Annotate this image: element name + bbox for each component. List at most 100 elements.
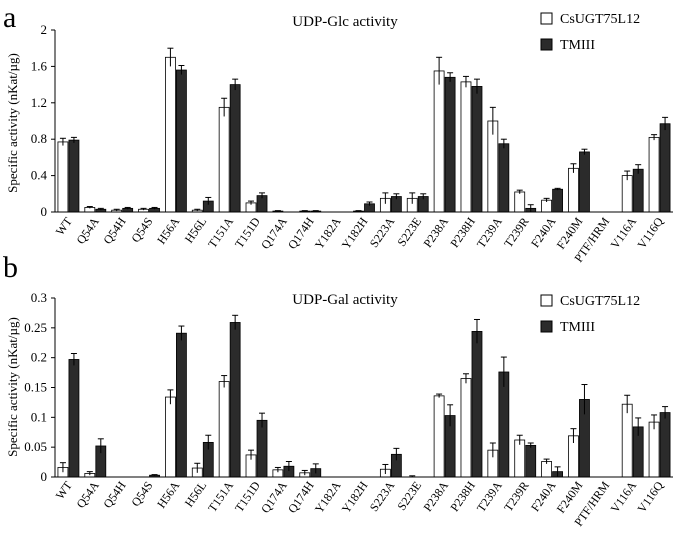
x-tick-label-b-16: T239A bbox=[474, 478, 505, 514]
bar-a-tmiii-t151a bbox=[229, 84, 241, 213]
legend-swatch-tmiii-a bbox=[540, 38, 553, 51]
chart-title-b: UDP-Gal activity bbox=[292, 292, 398, 308]
x-tick-label-a-8: Q174A bbox=[258, 214, 290, 251]
x-tick-label-a-17: T239R bbox=[501, 215, 532, 250]
y-ticks-b: 0 0.05 0.1 0.15 0.2 0.25 0.3 bbox=[24, 290, 55, 484]
bar-a-csugt-v116a bbox=[621, 175, 633, 213]
bar-a-tmiii-f240a bbox=[552, 188, 563, 213]
x-tick-label-a-0: WT bbox=[53, 214, 76, 238]
bar-a-tmiii-h56a bbox=[176, 69, 187, 213]
bar-b-csugt-p238a bbox=[433, 395, 445, 478]
x-tick-label-b-7: T151D bbox=[232, 478, 263, 514]
x-tick-label-a-10: Y182A bbox=[312, 214, 344, 251]
panel-b: b UDP-Gal activity Specific activity (nK… bbox=[3, 251, 673, 529]
bar-a-tmiii-v116q bbox=[659, 123, 671, 213]
x-tick-label-b-22: V116Q bbox=[635, 478, 667, 515]
x-tick-label-b-13: S223E bbox=[394, 479, 424, 513]
x-tick-label-a-11: Y182H bbox=[339, 214, 371, 251]
bar-b-tmiii-t151d bbox=[256, 419, 268, 478]
bar-a-csugt-f240m bbox=[568, 167, 579, 213]
chart-title-a: UDP-Glc activity bbox=[292, 14, 398, 30]
x-tick-label-b-3: Q54S bbox=[128, 479, 155, 509]
panel-label-b: b bbox=[3, 251, 18, 284]
legend-swatch-csugt-a bbox=[540, 12, 553, 25]
panel-a: a UDP-Glc activity Specific activity (nK… bbox=[3, 1, 673, 265]
x-tick-label-a-2: Q54H bbox=[100, 214, 128, 246]
x-tick-label-b-6: T151A bbox=[205, 478, 236, 514]
bar-a-tmiii-p238a bbox=[444, 76, 456, 213]
y-tick-label-a-5: 2 bbox=[41, 22, 48, 37]
bar-a-tmiii-f240m bbox=[579, 151, 590, 213]
bar-b-tmiii-p238h bbox=[471, 331, 483, 478]
x-tick-label-b-15: P238H bbox=[447, 478, 478, 514]
y-tick-label-b-3: 0.15 bbox=[24, 380, 47, 395]
y-ticks-a: 0 0.4 0.8 1.2 1.6 2 bbox=[31, 22, 55, 219]
y-tick-label-b-6: 0.3 bbox=[31, 290, 47, 305]
x-tick-label-b-8: Q174A bbox=[258, 478, 290, 515]
panel-label-a: a bbox=[3, 1, 16, 34]
bar-a-csugt-t151a bbox=[218, 106, 230, 213]
legend-b: CsUGT75L12 TMIII bbox=[540, 294, 640, 335]
x-tick-label-a-1: Q54A bbox=[73, 214, 101, 246]
x-tick-label-a-15: P238H bbox=[447, 214, 478, 250]
bar-b-tmiii-t239a bbox=[498, 371, 510, 478]
x-tick-label-b-10: Y182A bbox=[312, 478, 344, 515]
bar-b-tmiii-wt bbox=[68, 359, 80, 478]
bar-a-csugt-wt bbox=[57, 141, 69, 213]
x-tick-label-a-9: Q174H bbox=[285, 214, 317, 251]
bar-a-csugt-p238h bbox=[460, 81, 472, 213]
bar-b-csugt-p238h bbox=[460, 378, 472, 478]
bar-b-csugt-t239r bbox=[514, 439, 526, 478]
legend-a: CsUGT75L12 TMIII bbox=[540, 12, 640, 53]
x-tick-label-a-22: V116Q bbox=[635, 214, 667, 251]
bar-a-tmiii-wt bbox=[68, 139, 80, 213]
bar-b-tmiii-t151a bbox=[229, 322, 241, 478]
x-tick-label-b-17: T239R bbox=[501, 479, 532, 514]
x-tick-label-a-21: V116A bbox=[608, 214, 640, 251]
x-tick-label-b-9: Q174H bbox=[285, 478, 317, 515]
bar-b-csugt-t151a bbox=[218, 381, 230, 478]
x-tick-label-b-1: Q54A bbox=[73, 478, 101, 510]
legend-swatch-tmiii-b bbox=[540, 320, 553, 333]
x-tick-label-a-13: S223E bbox=[394, 215, 424, 249]
x-tick-label-a-6: T151A bbox=[205, 214, 236, 250]
y-tick-label-b-2: 0.1 bbox=[31, 409, 47, 424]
x-tick-label-b-21: V116A bbox=[608, 478, 640, 515]
x-tick-label-a-12: S223A bbox=[367, 214, 398, 250]
bars-b bbox=[57, 314, 671, 478]
legend-label-tmiii-a: TMIII bbox=[560, 38, 595, 53]
legend-label-tmiii-b: TMIII bbox=[560, 320, 595, 335]
y-axis-label-a: Specific activity (nKat/µg) bbox=[5, 53, 20, 193]
y-tick-label-a-1: 0.4 bbox=[31, 168, 48, 183]
x-tick-label-b-14: P238A bbox=[420, 478, 451, 514]
x-tick-label-b-12: S223A bbox=[367, 478, 398, 514]
bar-a-csugt-p238a bbox=[433, 70, 445, 213]
x-tick-label-a-16: T239A bbox=[474, 214, 505, 250]
x-tick-label-b-11: Y182H bbox=[339, 478, 371, 515]
x-tick-label-b-2: Q54H bbox=[100, 478, 128, 510]
x-tick-label-b-4: H56A bbox=[154, 478, 182, 510]
x-tick-label-a-3: Q54S bbox=[128, 215, 155, 245]
bar-b-csugt-v116a bbox=[621, 403, 633, 478]
bar-a-csugt-t239r bbox=[514, 191, 526, 213]
bars-a bbox=[57, 47, 671, 213]
x-tick-label-a-14: P238A bbox=[420, 214, 451, 250]
bar-a-tmiii-t239a bbox=[498, 143, 510, 213]
y-tick-label-b-5: 0.25 bbox=[24, 320, 47, 335]
bar-b-tmiii-h56a bbox=[176, 332, 187, 478]
legend-label-csugt-a: CsUGT75L12 bbox=[560, 12, 640, 27]
legend-label-csugt-b: CsUGT75L12 bbox=[560, 294, 640, 309]
bar-b-csugt-h56a bbox=[165, 396, 176, 478]
bar-a-csugt-h56a bbox=[165, 56, 176, 213]
y-tick-label-b-4: 0.2 bbox=[31, 350, 47, 365]
y-tick-label-a-2: 0.8 bbox=[31, 131, 47, 146]
y-tick-label-b-0: 0 bbox=[41, 469, 48, 484]
x-tick-label-a-7: T151D bbox=[232, 214, 263, 250]
legend-swatch-csugt-b bbox=[540, 294, 553, 307]
y-tick-label-a-4: 1.6 bbox=[31, 58, 48, 73]
y-axis-label-b: Specific activity (nKat/µg) bbox=[5, 317, 20, 457]
bar-b-tmiii-v116q bbox=[659, 412, 671, 478]
